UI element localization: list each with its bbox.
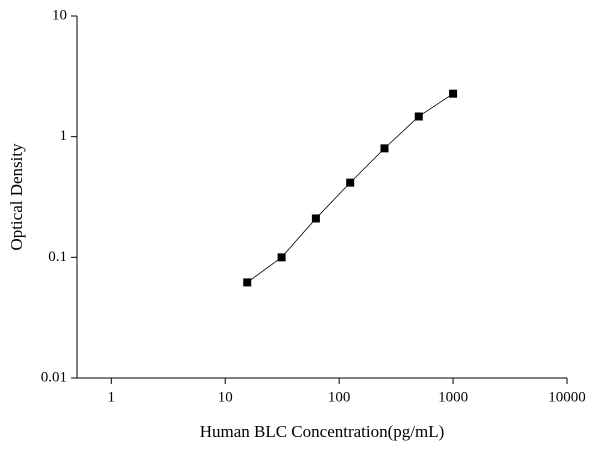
y-tick-label: 1 (60, 128, 68, 144)
y-tick-label: 10 (52, 7, 67, 23)
marker (311, 214, 320, 223)
x-tick-label: 1 (108, 389, 116, 405)
x-tick-label: 100 (328, 389, 351, 405)
marker (243, 278, 252, 287)
x-axis-title: Human BLC Concentration(pg/mL) (200, 422, 445, 441)
y-tick-label: 0.1 (48, 249, 67, 265)
marker (414, 112, 423, 121)
marker (380, 144, 389, 153)
y-tick-label: 0.01 (41, 369, 67, 385)
marker (346, 178, 355, 187)
marker (449, 89, 458, 98)
y-axis-title: Optical Density (7, 143, 26, 251)
marker (277, 253, 286, 262)
x-tick-label: 10000 (548, 389, 586, 405)
x-tick-label: 1000 (438, 389, 468, 405)
x-tick-label: 10 (218, 389, 233, 405)
